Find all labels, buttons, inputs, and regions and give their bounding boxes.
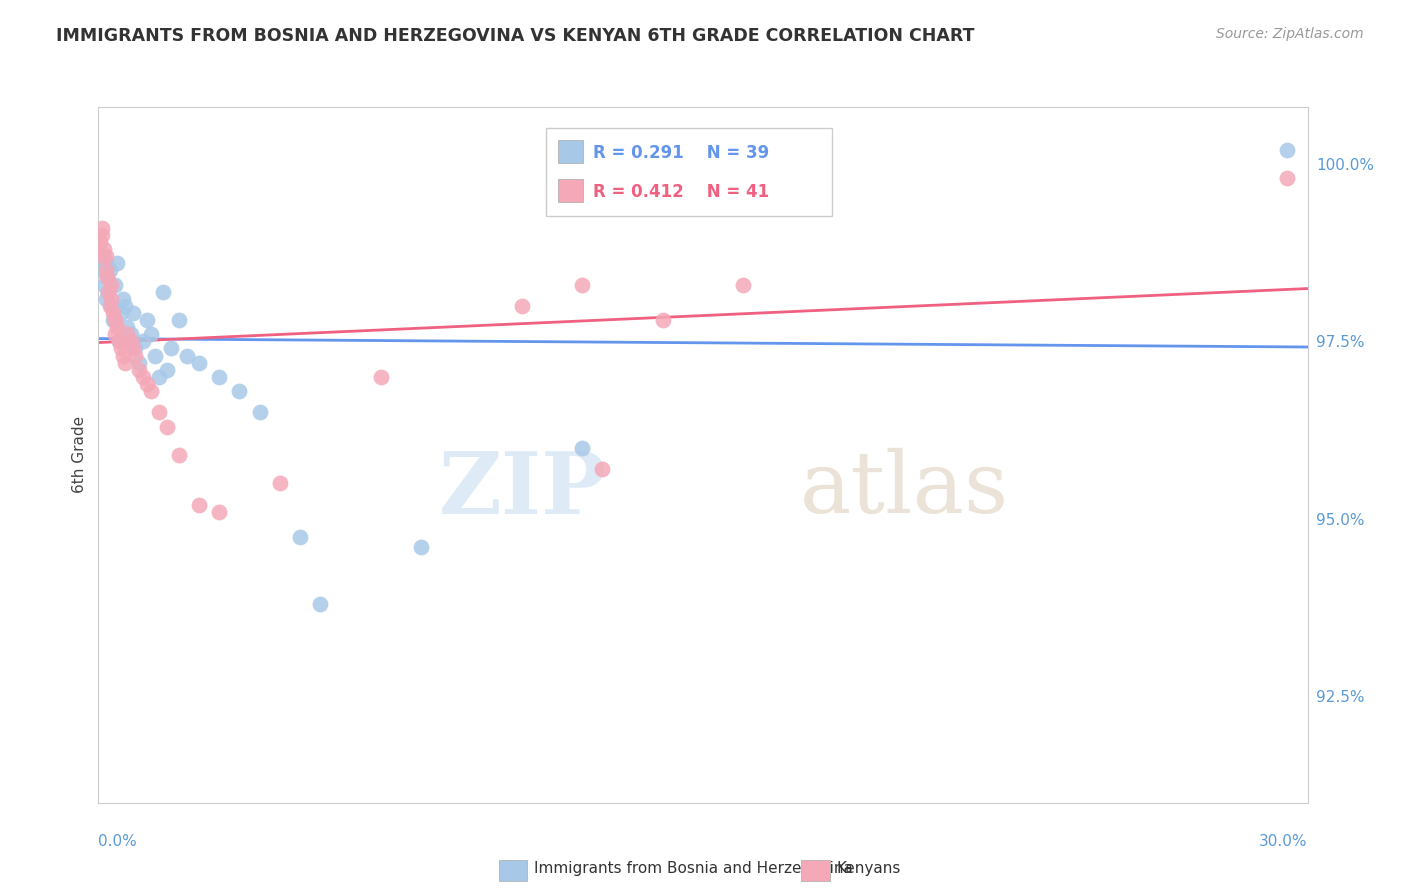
Point <box>167 448 190 462</box>
Point <box>160 342 183 356</box>
Point <box>591 462 613 476</box>
Point <box>98 263 121 277</box>
Point <box>132 369 155 384</box>
Point <box>97 285 120 299</box>
Point <box>288 530 311 544</box>
Point <box>94 256 117 270</box>
Point <box>101 313 124 327</box>
Point <box>139 327 162 342</box>
Point <box>100 277 122 292</box>
Text: R = 0.291    N = 39: R = 0.291 N = 39 <box>593 144 769 161</box>
Point <box>128 356 150 370</box>
Point <box>96 270 118 285</box>
Y-axis label: 6th Grade: 6th Grade <box>72 417 87 493</box>
Point <box>100 292 122 306</box>
Point <box>115 327 138 342</box>
Point <box>188 498 211 512</box>
Point <box>124 349 146 363</box>
Text: 30.0%: 30.0% <box>1260 834 1308 849</box>
Point <box>91 249 114 263</box>
Point <box>176 349 198 363</box>
Point <box>269 476 291 491</box>
Text: Immigrants from Bosnia and Herzegovina: Immigrants from Bosnia and Herzegovina <box>534 861 853 876</box>
Point <box>90 227 112 242</box>
Point <box>571 277 593 292</box>
Point <box>156 419 179 434</box>
Point <box>104 327 127 342</box>
Point <box>510 299 533 313</box>
Point <box>139 384 162 398</box>
Point <box>93 242 115 256</box>
Point <box>733 277 755 292</box>
Point <box>143 349 166 363</box>
Text: R = 0.412    N = 41: R = 0.412 N = 41 <box>593 183 769 201</box>
Point <box>148 405 170 419</box>
Point <box>94 263 117 277</box>
Point <box>91 263 114 277</box>
Point <box>249 405 271 419</box>
Point <box>208 369 231 384</box>
Point <box>107 334 129 349</box>
Point <box>156 362 179 376</box>
Point <box>188 356 211 370</box>
Text: Kenyans: Kenyans <box>837 861 901 876</box>
Text: Source: ZipAtlas.com: Source: ZipAtlas.com <box>1216 27 1364 41</box>
Point <box>96 249 118 263</box>
Point <box>135 376 157 391</box>
Point <box>1277 143 1299 157</box>
Point <box>100 299 122 313</box>
Point <box>152 285 174 299</box>
Point <box>114 299 136 313</box>
Point <box>97 285 120 299</box>
Text: atlas: atlas <box>800 448 1010 532</box>
Point <box>91 249 114 263</box>
Point <box>107 334 129 349</box>
Point <box>91 220 114 235</box>
Point <box>111 292 134 306</box>
Text: ZIP: ZIP <box>439 448 606 532</box>
Point <box>167 313 190 327</box>
Point <box>228 384 250 398</box>
Point <box>105 256 128 270</box>
Point <box>121 342 143 356</box>
Text: IMMIGRANTS FROM BOSNIA AND HERZEGOVINA VS KENYAN 6TH GRADE CORRELATION CHART: IMMIGRANTS FROM BOSNIA AND HERZEGOVINA V… <box>56 27 974 45</box>
Point <box>89 235 111 249</box>
Point <box>148 369 170 384</box>
Point <box>93 277 115 292</box>
Point <box>208 505 231 519</box>
Point <box>96 292 118 306</box>
Point <box>370 369 392 384</box>
Point <box>309 597 332 611</box>
Point <box>135 313 157 327</box>
Point <box>651 313 673 327</box>
Point <box>121 306 143 320</box>
Point <box>114 356 136 370</box>
Point <box>105 320 128 334</box>
Point <box>409 540 432 554</box>
Point <box>120 334 142 349</box>
Point <box>103 277 125 292</box>
Point <box>120 327 142 342</box>
Point <box>124 342 146 356</box>
Point <box>103 313 125 327</box>
Point <box>115 320 138 334</box>
Text: 0.0%: 0.0% <box>98 834 138 849</box>
Point <box>110 342 132 356</box>
Point <box>101 306 124 320</box>
Point <box>571 441 593 455</box>
Point <box>96 270 118 285</box>
Point <box>1277 171 1299 186</box>
Point <box>128 362 150 376</box>
Point <box>110 306 132 320</box>
Point <box>132 334 155 349</box>
Point <box>98 299 121 313</box>
Point <box>111 349 134 363</box>
